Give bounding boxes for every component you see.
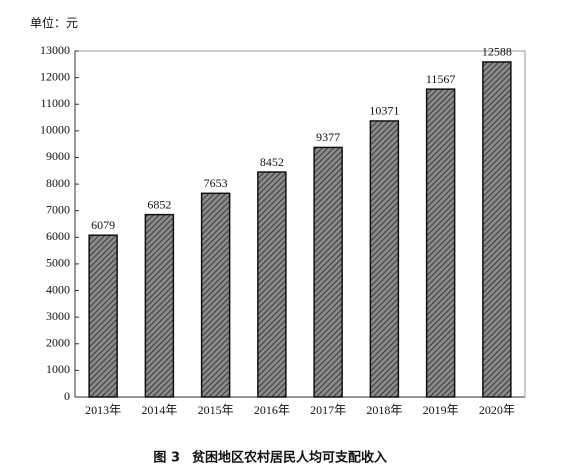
x-tick-label: 2018年 <box>366 403 402 417</box>
y-tick-label: 2000 <box>46 336 70 350</box>
y-tick-label: 9000 <box>46 149 70 163</box>
bar <box>88 234 118 398</box>
y-tick-label: 1000 <box>46 362 70 376</box>
value-label: 11567 <box>426 72 456 86</box>
x-tick-label: 2016年 <box>254 403 290 417</box>
y-tick-label: 12000 <box>40 69 70 83</box>
y-tick-label: 11000 <box>40 96 70 110</box>
x-tick-label: 2014年 <box>141 403 177 417</box>
bar <box>369 120 400 398</box>
y-tick-label: 0 <box>64 389 70 403</box>
figure-label: 图 3 <box>153 451 180 466</box>
value-label: 6079 <box>91 218 115 232</box>
x-tick-label: 2019年 <box>423 403 459 417</box>
bar <box>425 88 456 398</box>
value-label: 8452 <box>260 155 284 169</box>
value-label: 7653 <box>204 176 228 190</box>
y-tick-label: 8000 <box>46 176 70 190</box>
plot-frame <box>74 50 526 398</box>
x-tick-label: 2020年 <box>479 403 515 417</box>
y-tick-label: 4000 <box>46 282 70 296</box>
chart-title: 贫困地区农村居民人均可支配收入 <box>192 450 387 466</box>
unit-label: 单位：元 <box>30 15 78 30</box>
bar <box>257 171 287 398</box>
bar <box>200 192 231 398</box>
value-label: 10371 <box>369 104 399 118</box>
value-label: 9377 <box>316 130 340 144</box>
bar <box>482 61 512 398</box>
x-tick-label: 2013年 <box>85 403 121 417</box>
x-tick-label: 2015年 <box>198 403 234 417</box>
x-tick-label: 2017年 <box>310 403 346 417</box>
y-tick-label: 7000 <box>46 202 70 216</box>
y-tick-label: 13000 <box>40 43 70 57</box>
bar <box>144 213 175 398</box>
y-tick-label: 10000 <box>40 123 70 137</box>
y-tick-label: 6000 <box>46 229 70 243</box>
y-tick-label: 5000 <box>46 256 70 270</box>
value-label: 12588 <box>482 45 512 59</box>
bar <box>313 146 343 398</box>
value-label: 6852 <box>147 197 171 211</box>
y-tick-label: 3000 <box>46 309 70 323</box>
